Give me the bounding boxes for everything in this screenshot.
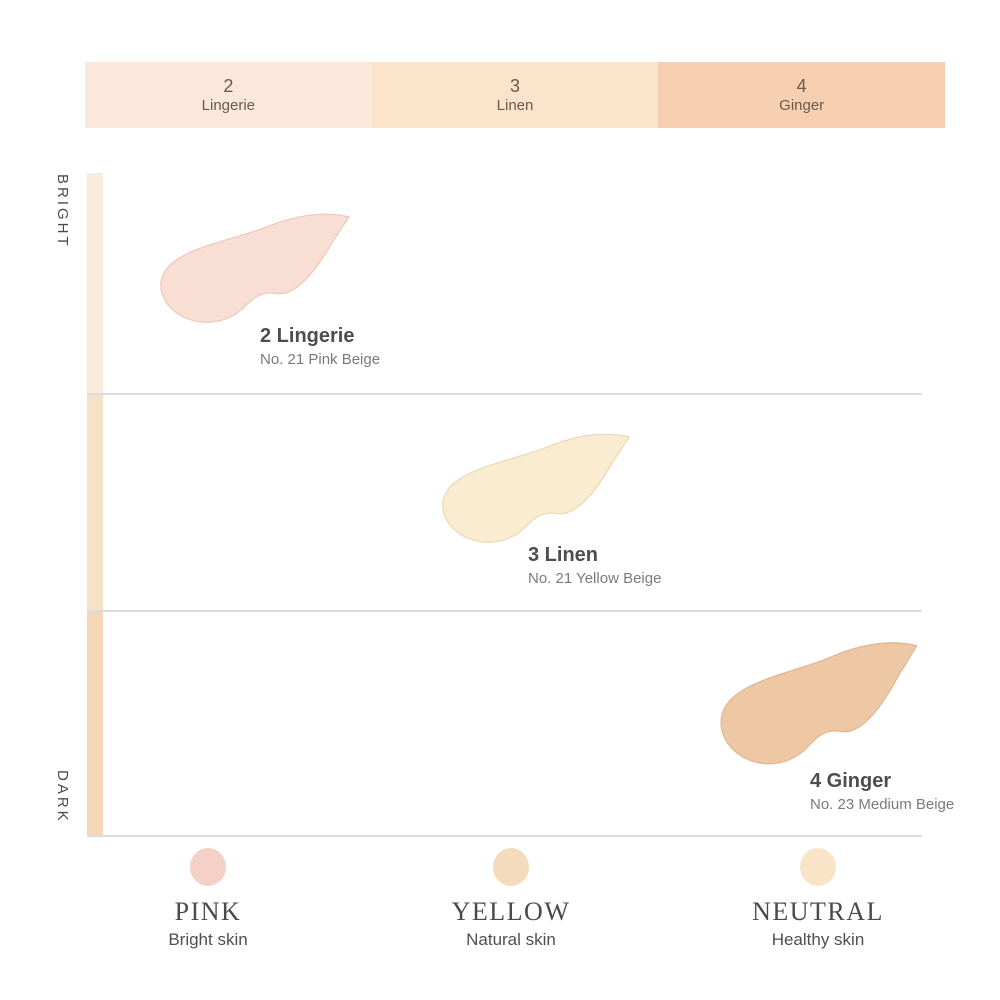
legend-item-neutral: NEUTRAL Healthy skin [708, 848, 928, 950]
row-divider [87, 610, 922, 612]
tone-description: Natural skin [466, 930, 556, 950]
tone-description: Bright skin [168, 930, 248, 950]
axis-label-bright: BRIGHT [54, 174, 71, 249]
header-segment-linen: 3 Linen [371, 62, 659, 128]
shade-header-bar: 2 Lingerie 3 Linen 4 Ginger [85, 62, 946, 128]
shade-name: 3 Linen [528, 544, 599, 566]
segment-name: Lingerie [201, 97, 256, 114]
axis-label-dark: DARK [54, 770, 71, 824]
legend-item-yellow: YELLOW Natural skin [401, 848, 621, 950]
product-smear-lingerie [160, 213, 351, 323]
shade-subtitle: No. 23 Medium Beige [810, 796, 955, 813]
tone-name: PINK [174, 897, 242, 926]
row-divider [87, 835, 922, 837]
shade-subtitle: No. 21 Yellow Beige [528, 570, 662, 587]
shade-subtitle: No. 21 Pink Beige [260, 351, 381, 368]
product-smear-ginger [720, 642, 918, 765]
shade-name: 2 Lingerie [260, 325, 355, 347]
brightness-axis-bar [87, 173, 103, 837]
segment-number: 4 [796, 76, 807, 96]
segment-name: Linen [496, 97, 534, 114]
segment-number: 3 [510, 76, 521, 96]
shade-label-linen: 3 Linen No. 21 Yellow Beige [528, 544, 661, 588]
header-segment-ginger: 4 Ginger [658, 62, 946, 128]
tone-dot-neutral [800, 848, 836, 886]
axis-bar-segment-medium [87, 394, 103, 611]
axis-bar-segment-dark [87, 611, 103, 837]
product-smear-linen [442, 433, 631, 543]
segment-name: Ginger [779, 97, 825, 114]
tone-description: Healthy skin [771, 930, 865, 950]
tone-dot-yellow [493, 848, 529, 886]
segment-number: 2 [223, 76, 234, 96]
legend-item-pink: PINK Bright skin [98, 848, 318, 950]
shade-name: 4 Ginger [810, 770, 892, 792]
row-divider [87, 393, 922, 395]
header-segment-lingerie: 2 Lingerie [85, 62, 372, 128]
shade-label-ginger: 4 Ginger No. 23 Medium Beige [810, 770, 954, 814]
axis-bar-segment-bright [87, 173, 103, 394]
tone-name: NEUTRAL [752, 897, 884, 926]
tone-name: YELLOW [451, 897, 571, 926]
shade-label-lingerie: 2 Lingerie No. 21 Pink Beige [260, 325, 380, 369]
tone-dot-pink [190, 848, 226, 886]
